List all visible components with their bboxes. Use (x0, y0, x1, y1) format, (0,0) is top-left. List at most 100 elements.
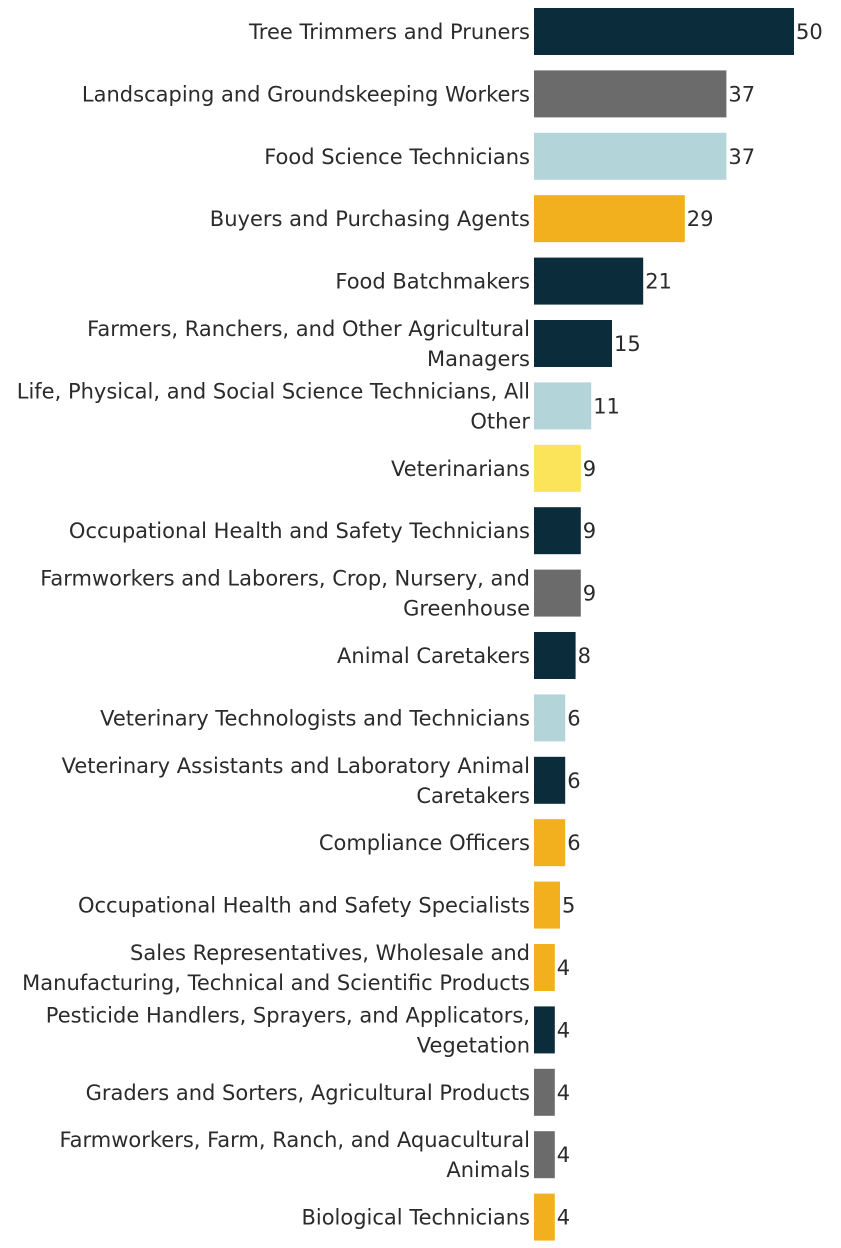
value-label: 6 (567, 831, 580, 855)
bar-row: Biological Technicians 4 (301, 1193, 570, 1241)
category-label-line: Food Science Technicians (264, 145, 530, 169)
category-label-line: Occupational Health and Safety Technicia… (69, 519, 530, 543)
value-label: 5 (562, 894, 575, 918)
category-label: Food Science Technicians (264, 145, 530, 169)
bar (534, 569, 581, 617)
category-label-line: Pesticide Handlers, Sprayers, and Applic… (46, 1003, 530, 1027)
category-label-line: Veterinary Assistants and Laboratory Ani… (62, 754, 530, 778)
bar-row: Buyers and Purchasing Agents 29 (210, 195, 714, 243)
bar (534, 1006, 555, 1054)
category-label: Biological Technicians (301, 1206, 530, 1230)
bar (534, 632, 576, 679)
category-label-line: Animals (446, 1158, 530, 1182)
value-label: 11 (593, 394, 620, 418)
value-label: 37 (728, 82, 755, 106)
value-label: 50 (796, 20, 823, 44)
category-label-line: Landscaping and Groundskeeping Workers (82, 82, 530, 106)
bar-row: Graders and Sorters, Agricultural Produc… (86, 1068, 570, 1116)
value-label: 4 (557, 1206, 570, 1230)
category-label: Tree Trimmers and Pruners (248, 20, 530, 44)
bar-row: Tree Trimmers and Pruners 50 (248, 8, 823, 55)
bar (534, 881, 560, 929)
bar-row: Animal Caretakers 8 (337, 632, 591, 679)
bar-row: Food Batchmakers 21 (335, 257, 672, 305)
bar (534, 8, 794, 55)
category-label: Occupational Health and Safety Technicia… (69, 519, 530, 543)
bar (534, 444, 581, 492)
category-label-line: Compliance Officers (319, 831, 530, 855)
category-label: Veterinary Technologists and Technicians (100, 706, 530, 730)
category-label-line: Tree Trimmers and Pruners (248, 20, 530, 44)
bar-row: Pesticide Handlers, Sprayers, and Applic… (46, 1003, 570, 1057)
category-label-line: Graders and Sorters, Agricultural Produc… (86, 1081, 530, 1105)
category-label: Veterinary Assistants and Laboratory Ani… (62, 754, 530, 808)
category-label: Animal Caretakers (337, 644, 530, 668)
category-label-line: Occupational Health and Safety Specialis… (78, 894, 530, 918)
value-label: 4 (557, 1081, 570, 1105)
category-label: Farmworkers, Farm, Ranch, and Aquacultur… (59, 1128, 530, 1182)
value-label: 6 (567, 769, 580, 793)
category-label-line: Biological Technicians (301, 1206, 530, 1230)
category-label: Pesticide Handlers, Sprayers, and Applic… (46, 1003, 530, 1057)
bar-row: Veterinary Assistants and Laboratory Ani… (62, 754, 581, 808)
category-label-line: Animal Caretakers (337, 644, 530, 668)
bar (534, 944, 555, 991)
bar (534, 195, 685, 243)
value-label: 8 (578, 644, 591, 668)
category-label-line: Life, Physical, and Social Science Techn… (17, 379, 530, 403)
bar-row: Occupational Health and Safety Specialis… (78, 881, 575, 929)
value-label: 4 (557, 1143, 570, 1167)
category-label: Life, Physical, and Social Science Techn… (17, 379, 531, 433)
bar (534, 756, 566, 804)
category-label-line: Buyers and Purchasing Agents (210, 207, 530, 231)
value-label: 9 (583, 519, 596, 543)
bar-row: Sales Representatives, Wholesale and Manu… (22, 941, 570, 995)
category-label: Compliance Officers (319, 831, 530, 855)
value-label: 6 (567, 706, 580, 730)
bar-row: Landscaping and Groundskeeping Workers 37 (82, 70, 755, 118)
bar (534, 819, 566, 867)
bar (534, 1131, 555, 1179)
bar (534, 132, 727, 180)
bar (534, 320, 612, 367)
bar (534, 1068, 555, 1116)
bar-row: Life, Physical, and Social Science Techn… (17, 379, 620, 433)
bar (534, 257, 644, 305)
value-label: 21 (645, 270, 672, 294)
category-label: Sales Representatives, Wholesale and Manu… (22, 941, 530, 995)
bar-row: Farmworkers and Laborers, Crop, Nursery,… (40, 567, 596, 621)
category-label-line: Veterinarians (391, 457, 530, 481)
category-label: Buyers and Purchasing Agents (210, 207, 530, 231)
category-label-line: Farmers, Ranchers, and Other Agricultura… (87, 317, 530, 341)
category-label-line: Farmworkers and Laborers, Crop, Nursery,… (40, 567, 530, 591)
value-label: 37 (728, 145, 755, 169)
value-label: 9 (583, 582, 596, 606)
category-label: Occupational Health and Safety Specialis… (78, 894, 530, 918)
category-label: Food Batchmakers (335, 270, 530, 294)
category-label-line: Sales Representatives, Wholesale and (130, 941, 530, 965)
category-label-line: Other (470, 409, 530, 433)
value-label: 15 (614, 332, 641, 356)
value-label: 4 (557, 1018, 570, 1042)
category-label: Veterinarians (391, 457, 530, 481)
bar-row: Compliance Officers 6 (319, 819, 581, 867)
value-label: 4 (557, 956, 570, 980)
bar-row: Farmers, Ranchers, and Other Agricultura… (87, 317, 641, 371)
bar (534, 382, 592, 430)
category-label-line: Farmworkers, Farm, Ranch, and Aquacultur… (59, 1128, 530, 1152)
bar-row: Food Science Technicians 37 (264, 132, 755, 180)
category-label-line: Veterinary Technologists and Technicians (100, 706, 530, 730)
category-label-line: Manufacturing, Technical and Scientific … (22, 971, 530, 995)
bar (534, 507, 581, 555)
bar (534, 694, 566, 742)
category-label: Landscaping and Groundskeeping Workers (82, 82, 530, 106)
category-label: Farmworkers and Laborers, Crop, Nursery,… (40, 567, 530, 621)
bar-row: Veterinarians 9 (391, 444, 596, 492)
value-label: 9 (583, 457, 596, 481)
category-label: Farmers, Ranchers, and Other Agricultura… (87, 317, 530, 371)
bar-row: Farmworkers, Farm, Ranch, and Aquacultur… (59, 1128, 570, 1182)
bar (534, 70, 727, 118)
category-label-line: Caretakers (416, 784, 530, 808)
